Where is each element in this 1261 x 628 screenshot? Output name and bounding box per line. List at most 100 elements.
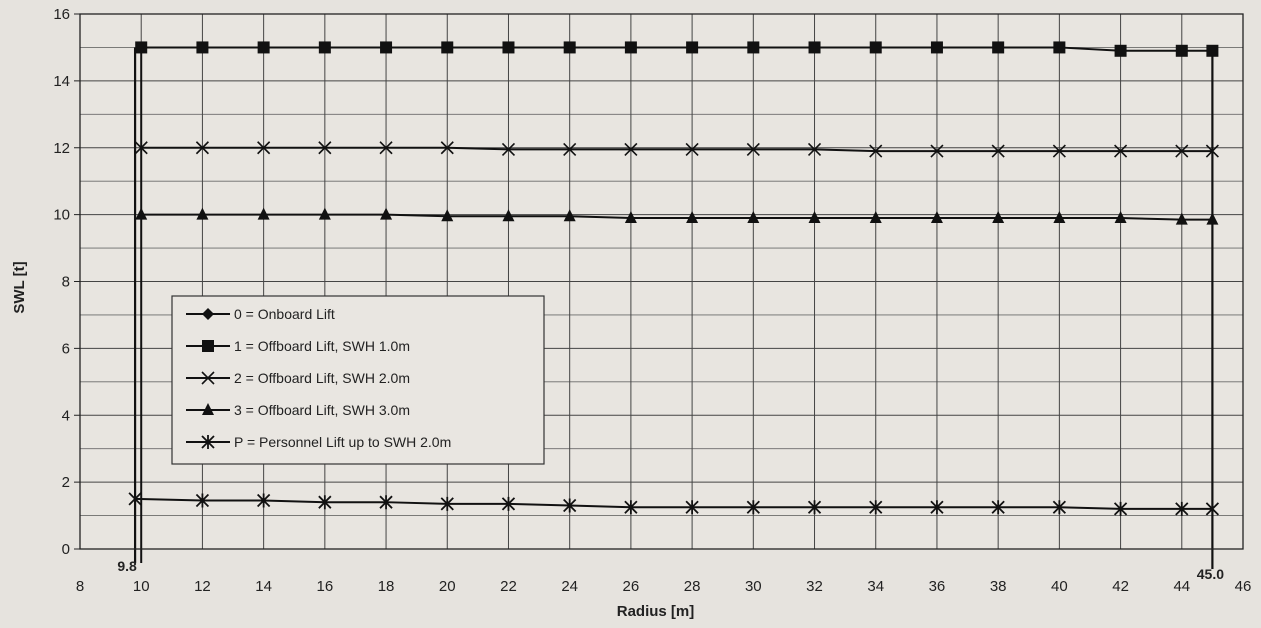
- legend-label: 2 = Offboard Lift, SWH 2.0m: [234, 370, 410, 386]
- data-point-3: [624, 210, 637, 223]
- data-point-1: [869, 41, 882, 54]
- data-point-3: [441, 209, 454, 222]
- annotations: 9.8 45.0: [117, 558, 1224, 582]
- data-point-3: [196, 207, 209, 220]
- x-tick-label: 16: [316, 578, 333, 595]
- data-point-2: [440, 141, 454, 155]
- data-point-2: [501, 142, 516, 156]
- data-point-2: [1205, 144, 1219, 158]
- legend-item: 3 = Offboard Lift, SWH 3.0m: [186, 402, 410, 418]
- data-point-2: [379, 141, 393, 155]
- x-tick-label: 44: [1173, 578, 1190, 595]
- legend-label: 0 = Onboard Lift: [234, 306, 335, 322]
- legend-marker: [201, 371, 215, 385]
- data-point-3: [563, 209, 576, 222]
- data-point-3: [318, 207, 331, 220]
- data-point-4: [1113, 501, 1128, 516]
- y-tick-label: 12: [53, 140, 70, 157]
- y-tick-label: 14: [53, 73, 70, 90]
- x-tick-label: 24: [561, 578, 578, 595]
- data-point-4: [1175, 501, 1189, 516]
- data-point-2: [1052, 144, 1066, 158]
- data-point-1: [318, 41, 331, 54]
- legend-box: [171, 295, 545, 465]
- x-tick-label: 36: [929, 578, 946, 595]
- legend-label: 3 = Offboard Lift, SWH 3.0m: [234, 402, 410, 418]
- data-point-1: [808, 41, 821, 54]
- data-point-2: [134, 141, 148, 155]
- data-point-4: [501, 496, 516, 511]
- data-point-2: [746, 142, 760, 156]
- data-point-3: [869, 210, 882, 223]
- data-point-3: [1175, 212, 1188, 225]
- x-tick-label: 18: [378, 578, 395, 595]
- data-point-4: [440, 496, 454, 511]
- legend-marker: [202, 403, 214, 415]
- data-point-4: [379, 495, 393, 510]
- y-tick-label: 6: [62, 340, 70, 357]
- data-point-4: [991, 500, 1005, 515]
- x-tick-label: 26: [623, 578, 640, 595]
- legend-item: 0 = Onboard Lift: [186, 306, 335, 322]
- data-point-3: [1206, 212, 1219, 225]
- series-3: [135, 207, 1219, 225]
- x-tick-label: 40: [1051, 578, 1068, 595]
- x-tick-label: 10: [133, 578, 150, 595]
- data-point-1: [1053, 41, 1066, 54]
- data-point-3: [1114, 210, 1127, 223]
- x-axis-title: Radius [m]: [617, 603, 695, 620]
- y-tick-label: 0: [62, 541, 70, 558]
- data-point-2: [991, 144, 1005, 158]
- legend-marker: [202, 340, 214, 352]
- data-point-2: [195, 141, 209, 155]
- data-point-4: [128, 491, 142, 506]
- data-point-4: [624, 500, 638, 515]
- data-point-4: [195, 493, 210, 508]
- data-point-3: [135, 207, 148, 220]
- data-point-4: [1052, 500, 1067, 515]
- data-point-1: [257, 41, 270, 54]
- axes: 8 10 12 14 16 18 20 22 24 26 28 30 32 34 36 38 40 42 44 460…: [53, 6, 1251, 595]
- x-tick-label: 32: [806, 578, 823, 595]
- data-point-2: [563, 142, 577, 156]
- x-tick-label: 14: [255, 578, 272, 595]
- y-axis-title: SWL [t]: [11, 261, 28, 313]
- data-point-2: [257, 141, 271, 155]
- series-4: [128, 491, 1220, 516]
- boundary-lines: [133, 47, 1214, 569]
- data-point-1: [135, 41, 148, 54]
- data-point-1: [992, 41, 1005, 54]
- y-tick-label: 2: [62, 474, 70, 491]
- data-point-3: [257, 207, 270, 220]
- data-point-3: [1053, 210, 1066, 223]
- legend-item: P = Personnel Lift up to SWH 2.0m: [186, 434, 451, 450]
- data-point-4: [256, 493, 271, 508]
- data-point-3: [930, 210, 943, 223]
- x-tick-label: 22: [500, 578, 517, 595]
- data-point-2: [318, 141, 332, 155]
- data-point-4: [869, 500, 883, 515]
- data-point-2: [807, 142, 822, 156]
- x-tick-label: 20: [439, 578, 456, 595]
- legend-label: 1 = Offboard Lift, SWH 1.0m: [234, 338, 410, 354]
- legend-marker: [202, 308, 214, 320]
- data-point-4: [563, 498, 577, 513]
- annotation-min-radius: 9.8: [117, 558, 137, 574]
- x-tick-label: 42: [1112, 578, 1129, 595]
- data-point-2: [930, 144, 944, 158]
- y-tick-label: 10: [53, 207, 70, 224]
- legend-marker: [201, 435, 215, 449]
- grid: [79, 13, 1244, 550]
- data-point-4: [685, 500, 699, 515]
- data-point-3: [502, 209, 515, 222]
- data-point-1: [1114, 44, 1127, 57]
- series-1: [135, 41, 1219, 57]
- data-point-1: [747, 41, 760, 54]
- legend-label: P = Personnel Lift up to SWH 2.0m: [234, 434, 451, 450]
- data-point-4: [930, 500, 944, 515]
- x-tick-label: 28: [684, 578, 701, 595]
- data-point-3: [808, 210, 821, 223]
- x-tick-label: 46: [1235, 578, 1252, 595]
